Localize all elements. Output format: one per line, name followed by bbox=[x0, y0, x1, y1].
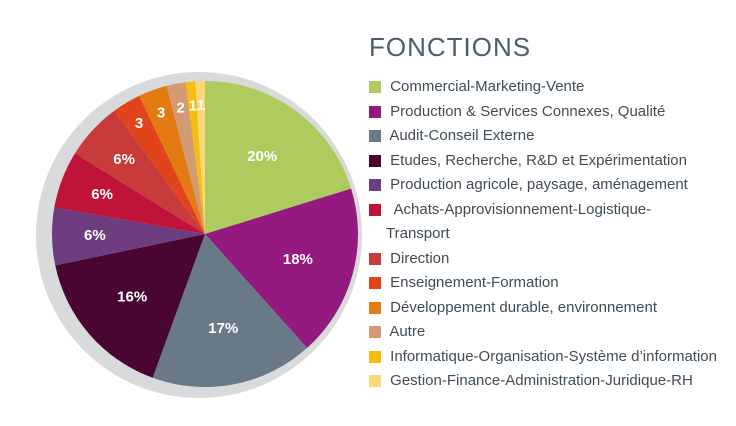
legend-label: Achats-Approvisionnement-Logistique- bbox=[386, 200, 652, 218]
legend-swatch bbox=[369, 154, 381, 167]
legend-item: Enseignement-Formation bbox=[369, 271, 731, 296]
pie-slice-9 bbox=[139, 85, 205, 235]
legend-item: Etudes, Recherche, R&D et Expérimentatio… bbox=[369, 149, 731, 174]
legend-swatch bbox=[369, 179, 381, 191]
legend-swatch bbox=[369, 301, 381, 314]
slice-label-12: 1 bbox=[197, 97, 205, 114]
legend-swatch bbox=[369, 277, 381, 289]
pie-slice-8 bbox=[114, 95, 205, 234]
legend-item: Direction bbox=[369, 247, 731, 272]
legend-item: Développement durable, environnement bbox=[369, 296, 731, 321]
slice-label-4: 16% bbox=[117, 289, 147, 306]
pie-slice-4 bbox=[55, 234, 205, 378]
legend-item: Production agricole, paysage, aménagemen… bbox=[369, 173, 731, 198]
pie-slice-2 bbox=[205, 188, 359, 349]
legend-item: Informatique-Organisation-Système d’info… bbox=[369, 345, 731, 370]
legend-label: Etudes, Recherche, R&D et Expérimentatio… bbox=[386, 151, 687, 169]
legend-swatch bbox=[369, 203, 381, 216]
legend-label: Développement durable, environnement bbox=[386, 298, 658, 316]
legend-swatch bbox=[369, 130, 381, 142]
slice-label-6: 6% bbox=[91, 186, 113, 203]
legend-item: Gestion-Finance-Administration-Juridique… bbox=[369, 369, 731, 394]
pie-slice-3 bbox=[152, 234, 308, 388]
slice-label-9: 3 bbox=[157, 105, 165, 122]
pie-slice-10 bbox=[166, 82, 205, 234]
legend-label: Informatique-Organisation-Système d’info… bbox=[386, 347, 717, 365]
legend-label: Gestion-Finance-Administration-Juridique… bbox=[386, 372, 693, 389]
legend-swatch bbox=[369, 81, 381, 93]
chart-title: FONCTIONS bbox=[369, 32, 532, 62]
legend-swatch bbox=[369, 326, 381, 338]
slice-label-5: 6% bbox=[84, 227, 106, 244]
chart-legend: Commercial-Marketing-Vente Production & … bbox=[369, 75, 731, 394]
slice-label-1: 20% bbox=[247, 148, 277, 165]
slice-label-3: 17% bbox=[208, 320, 238, 337]
legend-label: Production & Services Connexes, Qualité bbox=[386, 102, 666, 120]
slice-label-10: 2 bbox=[177, 99, 185, 116]
pie-slice-1 bbox=[205, 80, 352, 234]
legend-swatch bbox=[369, 252, 381, 265]
legend-swatch bbox=[369, 350, 381, 363]
slice-label-8: 3 bbox=[135, 115, 143, 132]
pie-slice-11 bbox=[185, 81, 205, 234]
legend-label: Enseignement-Formation bbox=[386, 274, 559, 291]
legend-swatch bbox=[369, 375, 381, 387]
slice-label-2: 18% bbox=[283, 251, 313, 268]
legend-item: Audit-Conseil Externe bbox=[369, 124, 731, 149]
pie-slice-12 bbox=[195, 81, 205, 234]
legend-item: Commercial-Marketing-Vente bbox=[369, 75, 731, 100]
legend-item: Achats-Approvisionnement-Logistique- Tran… bbox=[369, 198, 731, 247]
slice-label-11: 1 bbox=[189, 98, 197, 115]
pie-slice-5 bbox=[51, 207, 205, 266]
legend-item: Production & Services Connexes, Qualité bbox=[369, 100, 731, 125]
legend-label: Direction bbox=[386, 249, 450, 267]
legend-label: Transport bbox=[386, 225, 450, 242]
pie-slice-6 bbox=[54, 153, 205, 234]
legend-label: Production agricole, paysage, aménagemen… bbox=[386, 176, 688, 193]
legend-swatch bbox=[369, 105, 381, 118]
slice-label-7: 6% bbox=[113, 151, 135, 168]
legend-label: Commercial-Marketing-Vente bbox=[386, 78, 585, 95]
pie-slice-7 bbox=[74, 110, 206, 234]
legend-label: Audit-Conseil Externe bbox=[386, 127, 535, 144]
legend-item: Autre bbox=[369, 320, 731, 345]
legend-label: Autre bbox=[386, 323, 426, 340]
